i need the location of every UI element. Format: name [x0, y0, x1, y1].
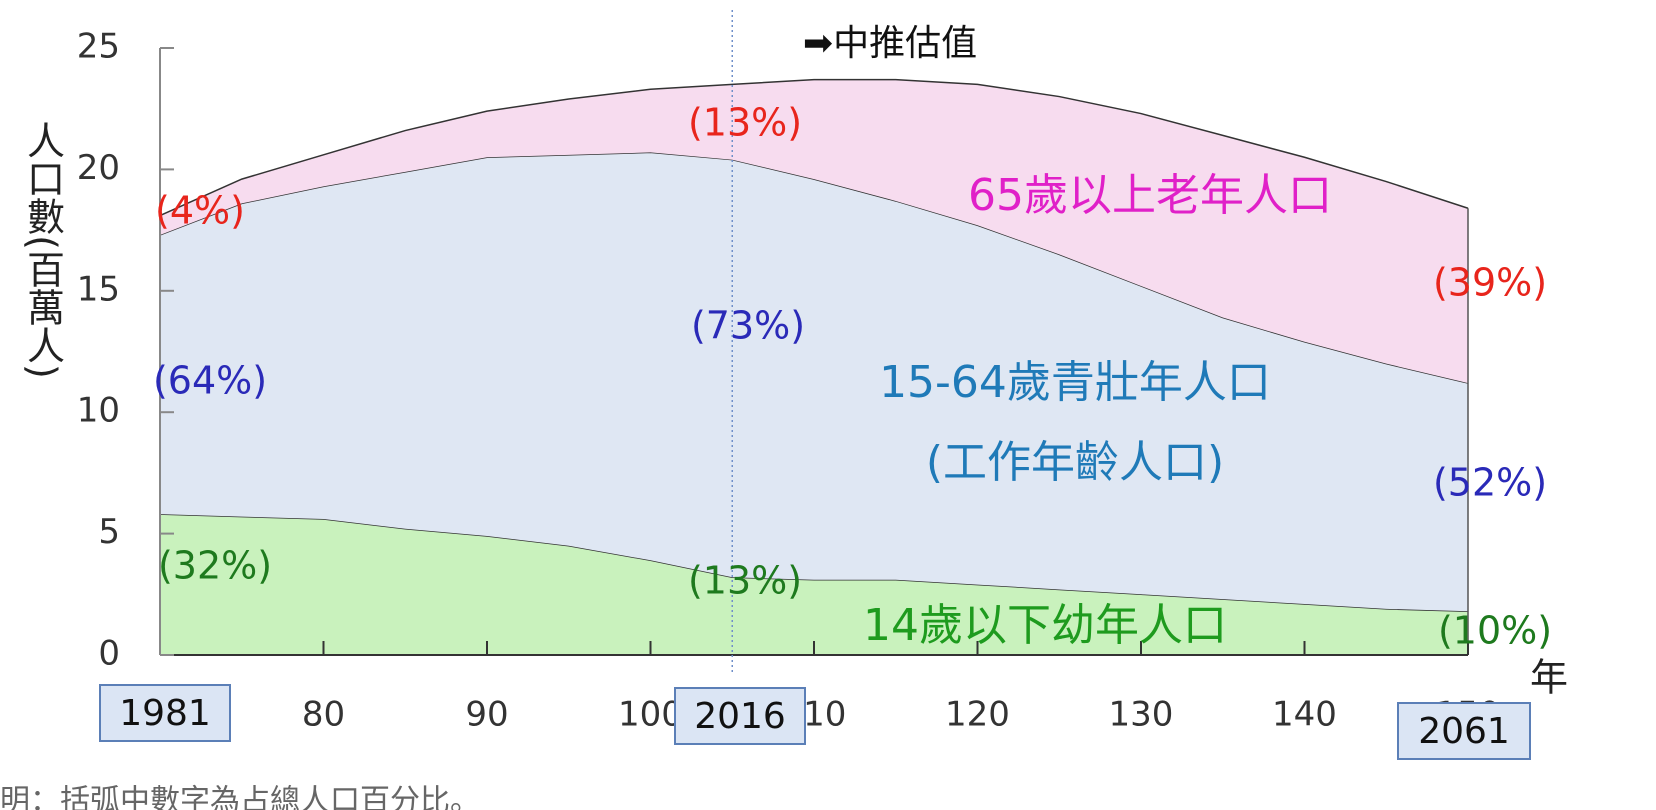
annotation: 15-64歲青壯年人口 [879, 357, 1271, 408]
y-axis-label: 人口數(百萬人) [21, 121, 65, 379]
area-fill [160, 514, 1468, 655]
area-edge [159, 78, 1469, 217]
y-tick-label: 15 [77, 269, 120, 309]
annotation: (52%) [1433, 461, 1547, 505]
year-label: 1981 [119, 693, 211, 734]
x-tick-label: 130 [1109, 695, 1174, 735]
y-tick-label: 25 [77, 27, 120, 67]
annotation: (工作年齡人口) [926, 437, 1224, 488]
year-label: 2016 [694, 696, 786, 737]
x-axis-unit: 年 [1530, 656, 1568, 700]
x-tick-label: 80 [302, 695, 345, 735]
year-box [99, 684, 231, 742]
year-box [1397, 702, 1531, 760]
annotation: (10%) [1438, 609, 1552, 653]
annotation: 14歲以下幼年人口 [863, 600, 1227, 651]
x-tick-label: 120 [945, 695, 1010, 735]
annotation: (4%) [155, 189, 245, 233]
year-label: 2061 [1418, 711, 1510, 752]
year-box [674, 687, 806, 745]
y-tick-label: 10 [77, 391, 120, 431]
x-tick-label: 90 [465, 695, 508, 735]
x-tick-label: 100 [618, 695, 683, 735]
annotation: (13%) [688, 559, 802, 603]
y-tick-label: 20 [77, 148, 120, 188]
y-tick-label: 5 [98, 512, 120, 552]
y-tick-label: 0 [98, 634, 120, 674]
annotation: (64%) [153, 359, 267, 403]
x-tick-label: 140 [1272, 695, 1337, 735]
annotation: (73%) [691, 304, 805, 348]
area-fill [160, 79, 1468, 384]
annotation: (13%) [688, 101, 802, 145]
area-fill [160, 152, 1468, 612]
annotation: (39%) [1433, 261, 1547, 305]
footnote: 明：括弧中數字為占總人口百分比。 [0, 784, 480, 810]
annotation: 65歲以上老年人口 [968, 170, 1332, 221]
projection-label: ➡中推估值 [803, 23, 977, 64]
annotation: (32%) [158, 544, 272, 588]
